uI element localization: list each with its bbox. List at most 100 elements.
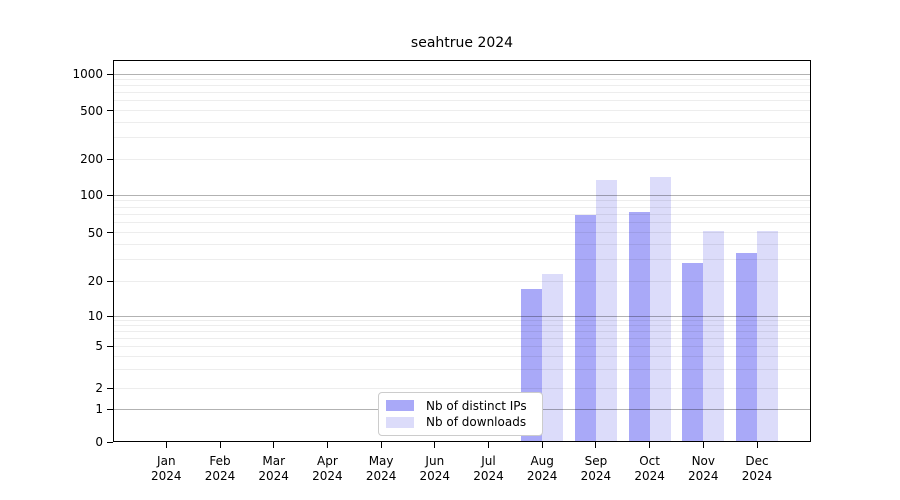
minor-gridline	[113, 243, 811, 245]
x-axis-tick-label: Sep 2024	[568, 454, 624, 483]
bars-layer	[113, 60, 811, 442]
minor-gridline	[113, 100, 811, 102]
bar-downloads	[542, 273, 564, 442]
x-axis-label-line: Aug	[530, 454, 554, 468]
y-axis-tick-label: 5	[95, 339, 103, 353]
legend-item-downloads: Nb of downloads	[386, 415, 535, 429]
x-axis-tick-label: Aug 2024	[514, 454, 570, 483]
minor-gridline	[113, 110, 811, 111]
legend-swatch-distinct-ips	[386, 400, 414, 412]
y-axis-tick	[107, 441, 113, 443]
minor-gridline	[113, 320, 811, 322]
x-axis-label-line: 2024	[312, 468, 343, 483]
x-axis-label-line: Nov	[691, 454, 715, 468]
minor-gridline	[113, 85, 811, 87]
minor-gridline	[113, 387, 811, 389]
x-axis-tick	[649, 442, 651, 448]
x-axis-tick	[541, 442, 543, 448]
major-gridline	[113, 73, 811, 75]
x-axis-label-line: Sep	[584, 454, 608, 468]
chart-title: seahtrue 2024	[410, 35, 514, 51]
y-axis-tick	[107, 408, 113, 410]
minor-gridline	[113, 368, 811, 370]
x-axis-label-line: Oct	[639, 454, 660, 468]
x-axis-tick-label: Jan 2024	[138, 454, 194, 483]
x-axis-tick-label: Dec 2024	[729, 454, 785, 483]
minor-gridline	[113, 232, 811, 234]
y-axis-tick-label: 20	[87, 274, 103, 288]
minor-gridline	[113, 280, 811, 282]
minor-gridline	[113, 79, 811, 81]
x-axis-tick	[756, 442, 758, 448]
x-axis-tick	[219, 442, 221, 448]
bar-downloads	[595, 179, 617, 442]
minor-gridline	[113, 158, 811, 160]
x-axis-tick	[326, 442, 328, 448]
y-axis-tick-label: 0	[95, 435, 103, 449]
gridlines-layer	[113, 60, 811, 442]
bar-distinct-ips	[628, 212, 650, 442]
x-axis-label-line: May	[368, 454, 394, 468]
legend-swatch-downloads	[386, 416, 414, 428]
y-axis-tick-label: 500	[80, 103, 103, 118]
minor-gridline	[113, 345, 811, 347]
y-axis-tick	[107, 73, 113, 75]
y-axis-tick	[107, 110, 113, 111]
x-axis-label-line: Jan	[157, 454, 176, 468]
x-axis-tick-label: Mar 2024	[246, 454, 302, 483]
x-axis-label-line: 2024	[419, 468, 451, 483]
y-axis-tick	[107, 232, 113, 234]
minor-gridline	[113, 325, 811, 327]
major-gridline	[113, 315, 811, 317]
minor-gridline	[113, 222, 811, 224]
bar-distinct-ips	[682, 263, 704, 442]
legend-label-downloads: Nb of downloads	[426, 415, 527, 430]
y-axis-tick-label: 1000	[72, 67, 103, 81]
x-axis-tick	[434, 442, 436, 448]
bar-downloads	[757, 230, 778, 442]
x-axis-tick	[488, 442, 489, 448]
bar-distinct-ips	[574, 214, 596, 442]
x-axis-label-line: Feb	[209, 454, 231, 468]
minor-gridline	[113, 214, 811, 216]
minor-gridline	[113, 330, 811, 332]
legend-label-distinct-ips: Nb of distinct IPs	[426, 398, 527, 413]
minor-gridline	[113, 337, 811, 339]
x-axis-tick-label: Oct 2024	[622, 454, 678, 483]
x-axis-tick	[165, 442, 167, 448]
bar-downloads	[649, 176, 671, 442]
legend-item-distinct-ips: Nb of distinct IPs	[386, 399, 535, 413]
y-axis-tick-label: 10	[87, 309, 103, 323]
y-axis-tick	[107, 315, 113, 317]
x-axis-label-line: 2024	[741, 468, 773, 483]
plot-area: 0 1 2 5 10 20 50 100 200 500 1000 Jan 2024 Feb 2024 Mar…	[72, 60, 811, 483]
x-axis-label-line: Jul	[481, 454, 496, 468]
x-axis-label-line: Mar	[262, 454, 285, 468]
x-axis-label-line: 2024	[258, 468, 289, 483]
x-axis-label-line: 2024	[473, 468, 504, 483]
x-axis-label-line: 2024	[365, 468, 397, 483]
legend: Nb of distinct IPs Nb of downloads	[378, 392, 543, 436]
y-axis-tick-label: 200	[80, 152, 103, 166]
minor-gridline	[113, 121, 811, 123]
minor-gridline	[113, 92, 811, 94]
y-axis-tick-label: 50	[87, 225, 103, 240]
minor-gridline	[113, 206, 811, 208]
y-axis-tick	[107, 194, 113, 196]
x-axis-label-line: Apr	[317, 454, 338, 468]
minor-gridline	[113, 137, 811, 139]
major-gridline	[113, 194, 811, 196]
minor-gridline	[113, 355, 811, 357]
y-axis-tick	[107, 345, 113, 347]
x-axis-tick-label: May 2024	[353, 454, 409, 483]
x-axis-tick-label: Feb 2024	[192, 454, 248, 483]
x-axis-tick	[702, 442, 704, 448]
y-axis-tick-label: 2	[95, 381, 103, 395]
x-axis-label-line: 2024	[634, 468, 665, 483]
x-axis-tick-label: Jul 2024	[461, 454, 517, 483]
y-axis-tick	[107, 387, 113, 389]
y-axis-tick	[107, 280, 113, 282]
x-axis-tick-label: Nov 2024	[675, 454, 731, 483]
y-axis-tick-label: 100	[80, 188, 103, 203]
